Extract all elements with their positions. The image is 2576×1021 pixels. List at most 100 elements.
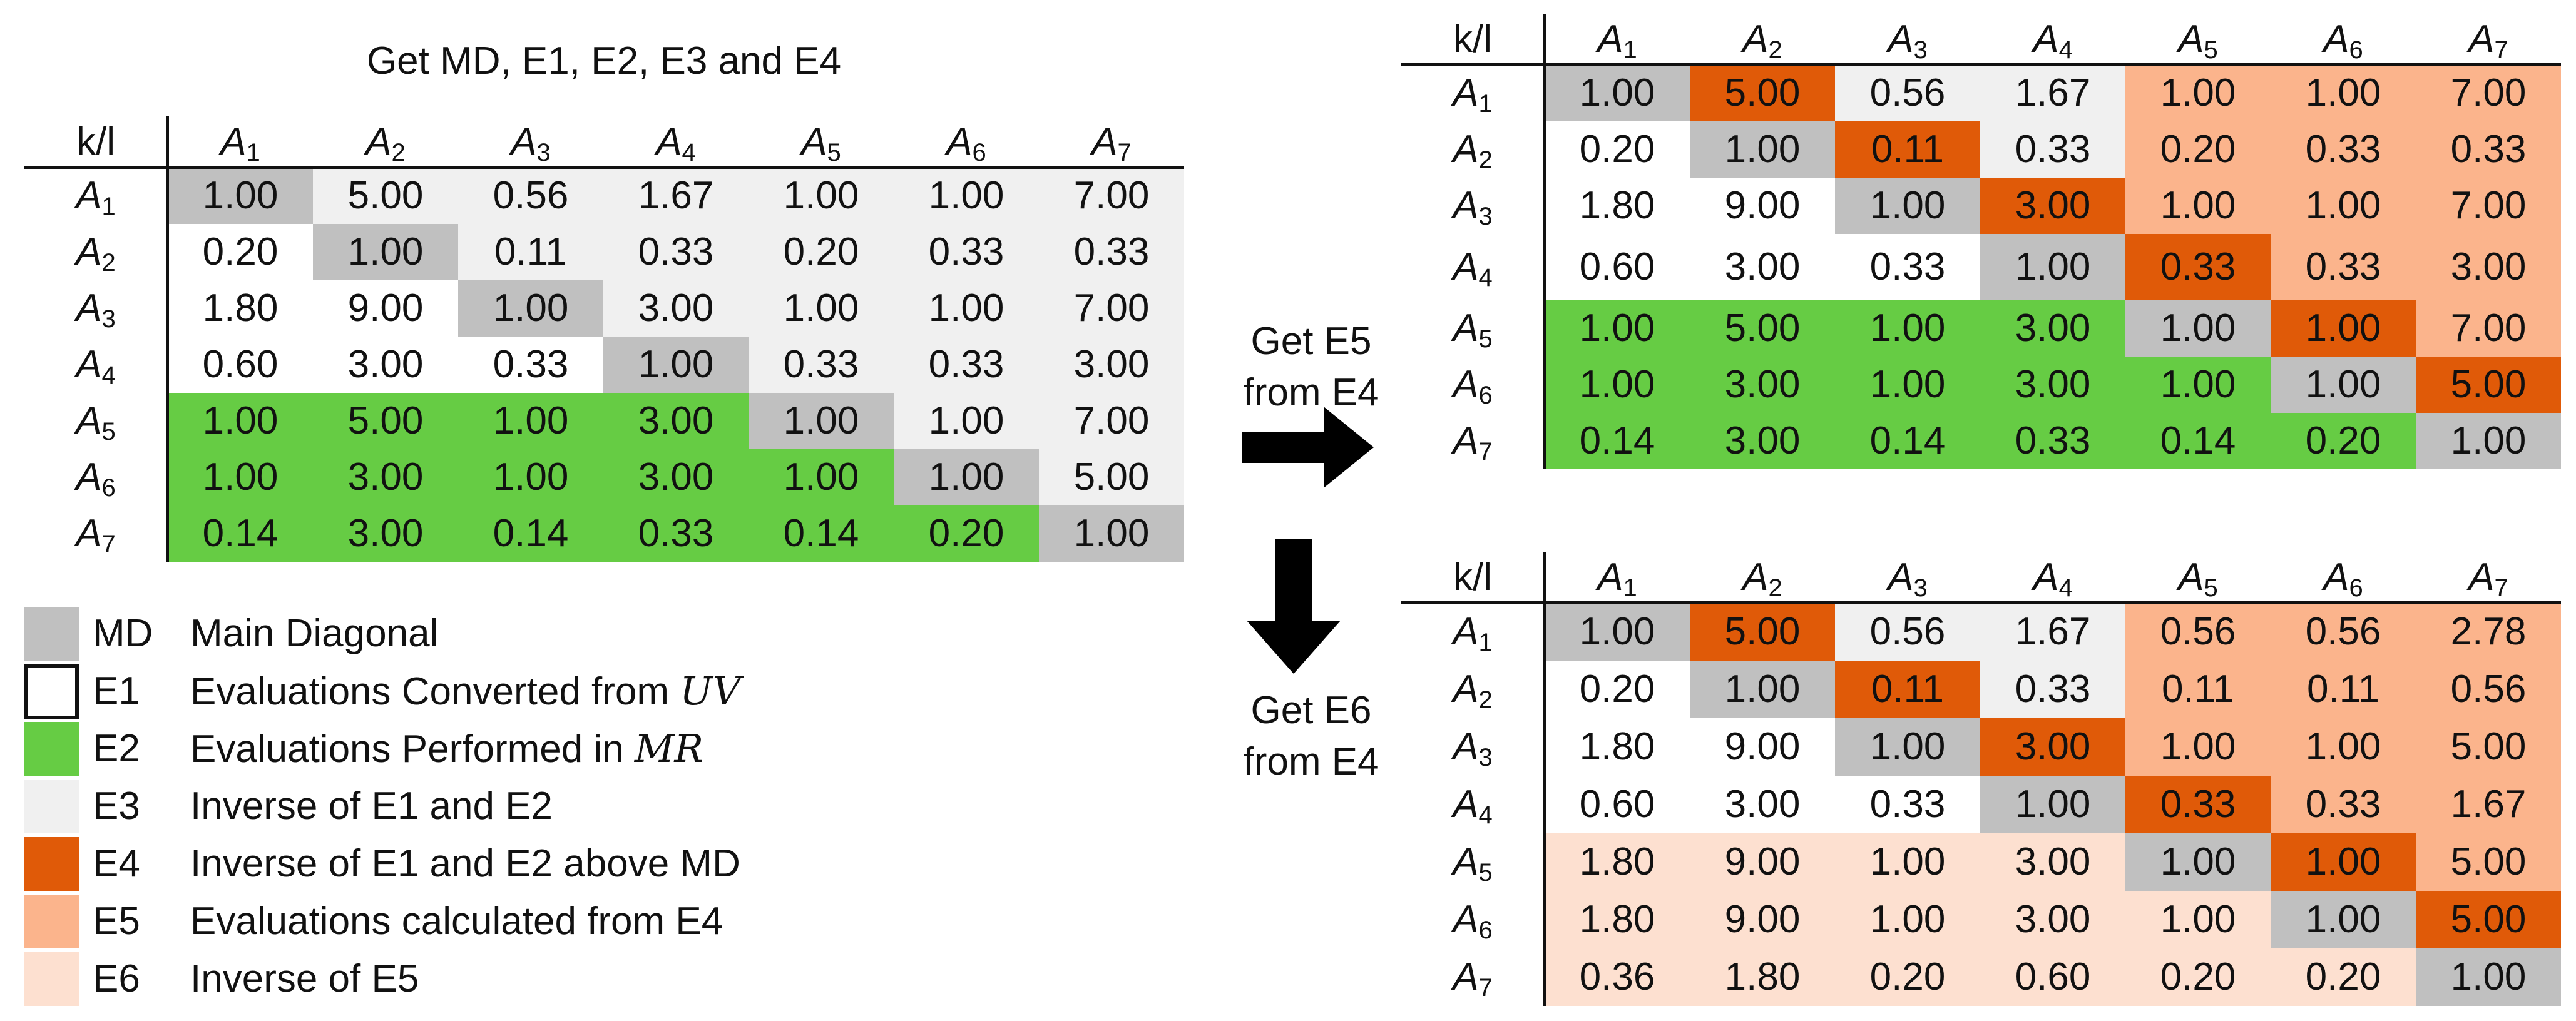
row-label-divider [166, 116, 169, 562]
arrow-down-icon [1247, 539, 1341, 674]
row-header: A7 [1453, 955, 1493, 1002]
column-header: A7 [2468, 18, 2508, 64]
matrix-cell: 9.00 [1690, 178, 1835, 234]
matrix-cell: 1.00 [458, 393, 603, 449]
arrow-down-caption-line2: from E4 [1243, 740, 1379, 783]
row-label-divider [1543, 14, 1546, 469]
legend-item: E5 Evaluations calculated from E4 [24, 895, 900, 948]
matrix-cell: 0.11 [2271, 661, 2416, 718]
matrix-cell: 1.00 [2271, 178, 2416, 234]
matrix-cell: 0.36 [1545, 948, 1690, 1006]
matrix-cell: 3.00 [1980, 891, 2125, 948]
column-header: A2 [1742, 556, 1782, 602]
column-header: A3 [511, 120, 551, 166]
column-header: A7 [1091, 120, 1132, 166]
column-header: A6 [2323, 556, 2363, 602]
matrix-cell: 0.33 [749, 337, 894, 393]
row-header: A2 [1453, 128, 1493, 174]
column-header: A4 [656, 120, 696, 166]
row-header: A6 [1453, 363, 1493, 409]
column-header: A7 [2468, 556, 2508, 602]
header-divider [1401, 63, 2561, 66]
row-header: A3 [76, 287, 116, 333]
matrix-cell: 5.00 [313, 393, 458, 449]
row-header: A2 [1453, 668, 1493, 714]
row-header: A3 [1453, 725, 1493, 771]
matrix-cell: 0.33 [2271, 234, 2416, 300]
matrix-cell: 5.00 [2416, 718, 2561, 776]
row-header: A5 [76, 399, 116, 445]
matrix-cell: 1.80 [1545, 891, 1690, 948]
matrix-cell: 0.20 [2125, 121, 2271, 178]
matrix-cell: 1.00 [1980, 776, 2125, 833]
matrix-cell: 1.00 [894, 280, 1039, 337]
matrix-e5-result: k/l A1 A2 A3 A4 A5 A6 A7 A1 1.00 5.00 0.56 1.67 1.00 1… [1401, 14, 2565, 477]
matrix-cell: 1.00 [2125, 357, 2271, 413]
matrix-cell: 1.67 [1980, 65, 2125, 121]
header-corner: k/l [76, 120, 115, 163]
matrix-cell: 0.14 [1835, 413, 1980, 469]
matrix-cell: 0.11 [1835, 661, 1980, 718]
matrix-cell: 0.20 [2271, 413, 2416, 469]
column-header: A4 [2033, 556, 2073, 602]
column-header: A2 [365, 120, 406, 166]
arrow-down-caption-line1: Get E6 [1250, 689, 1372, 732]
matrix-cell: 3.00 [313, 337, 458, 393]
row-header: A7 [76, 512, 116, 558]
matrix-cell: 1.80 [168, 280, 313, 337]
legend-text-label: Evaluations Performed in [190, 728, 635, 771]
matrix-cell: 1.00 [1690, 121, 1835, 178]
matrix-cell: 1.00 [1545, 603, 1690, 661]
legend-text: Inverse of E1 and E2 [190, 780, 553, 833]
matrix-cell: 7.00 [2416, 300, 2561, 357]
matrix-cell: 3.00 [603, 280, 749, 337]
matrix-cell: 1.80 [1690, 948, 1835, 1006]
matrix-cell: 1.00 [1980, 234, 2125, 300]
row-header: A1 [1453, 71, 1493, 118]
matrix-cell: 0.56 [1835, 65, 1980, 121]
matrix-cell: 1.00 [313, 224, 458, 280]
legend-text-label: Inverse of E1 and E2 above MD [190, 842, 740, 885]
matrix-cell: 1.00 [2125, 65, 2271, 121]
matrix-cell: 1.00 [603, 337, 749, 393]
legend-item: E1 Evaluations Converted from UV [24, 664, 900, 719]
matrix-cell: 3.00 [603, 393, 749, 449]
matrix-cell: 1.00 [2271, 357, 2416, 413]
legend-item: E2 Evaluations Performed in MR [24, 722, 900, 776]
matrix-cell: 0.33 [2271, 776, 2416, 833]
matrix-cell: 1.67 [1980, 603, 2125, 661]
column-header: A3 [1888, 556, 1928, 602]
matrix-cell: 1.00 [1545, 300, 1690, 357]
matrix-cell: 0.33 [1835, 234, 1980, 300]
matrix-cell: 0.56 [2271, 603, 2416, 661]
legend-swatch [24, 722, 79, 776]
arrow-right-caption-line2: from E4 [1243, 371, 1379, 414]
legend-item: E3 Inverse of E1 and E2 [24, 780, 900, 833]
legend-code: E5 [93, 900, 140, 943]
matrix-cell: 0.33 [2416, 121, 2561, 178]
legend-swatch [24, 780, 79, 833]
matrix-cell: 3.00 [1980, 178, 2125, 234]
matrix-cell: 1.80 [1545, 833, 1690, 891]
matrix-cell: 0.20 [1545, 661, 1690, 718]
column-header: A2 [1742, 18, 1782, 64]
legend-code: E2 [93, 727, 140, 770]
matrix-cell: 1.00 [2271, 300, 2416, 357]
legend-text-math: UV [680, 668, 741, 714]
matrix-cell: 0.56 [458, 168, 603, 224]
matrix-cell: 3.00 [1980, 357, 2125, 413]
matrix-cell: 7.00 [2416, 65, 2561, 121]
matrix-cell: 0.20 [2271, 948, 2416, 1006]
legend-text: Evaluations calculated from E4 [190, 895, 723, 948]
matrix-main: k/l A1 A2 A3 A4 A5 A6 A7 A1 1.00 5.00 0.56 1.67 1.00 1… [24, 116, 1188, 568]
matrix-header: k/l A1 A2 A3 A4 A5 A6 A7 [1401, 14, 2565, 65]
matrix-cell: 3.00 [313, 449, 458, 505]
matrix-cell: 1.00 [168, 393, 313, 449]
matrix-cell: 0.33 [1980, 121, 2125, 178]
matrix-cell: 1.00 [1835, 891, 1980, 948]
matrix-cell: 0.20 [1835, 948, 1980, 1006]
matrix-cell: 1.00 [894, 449, 1039, 505]
legend-text: Evaluations Performed in MR [190, 722, 703, 776]
legend-swatch [24, 664, 79, 719]
legend-code: E4 [93, 842, 140, 885]
